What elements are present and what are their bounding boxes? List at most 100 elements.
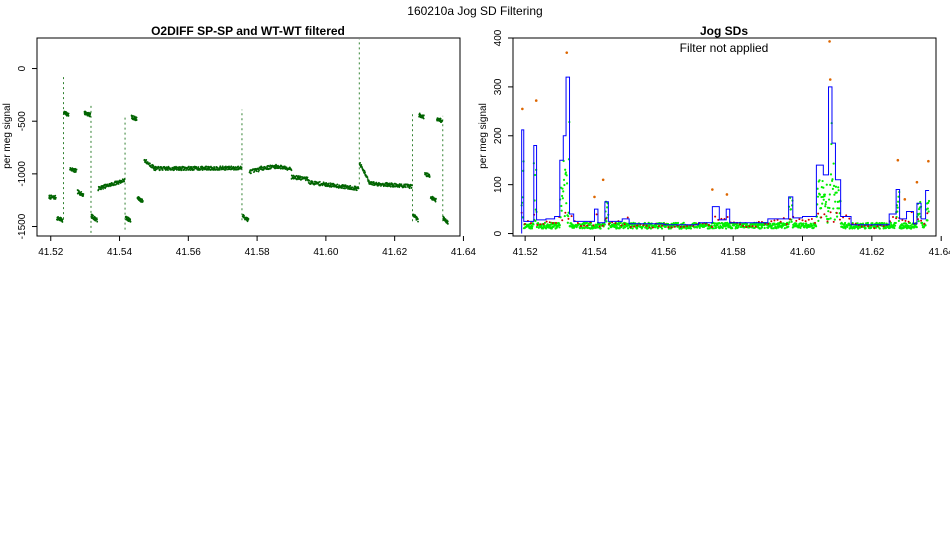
- chart-jog-sds-point: [734, 225, 738, 228]
- chart-o2diff-point: [102, 188, 105, 190]
- chart-jog-sds-point: [585, 221, 588, 224]
- chart-jog-sds-red-point: [567, 217, 570, 220]
- chart-jog-sds-red-point: [748, 225, 751, 228]
- chart-jog-sds-red-point: [773, 219, 776, 222]
- chart-jog-sds-point: [829, 183, 832, 187]
- chart-o2diff-plot-frame: [36, 37, 461, 237]
- chart-o2diff-point: [297, 175, 300, 177]
- chart-o2diff-point: [216, 166, 219, 169]
- chart-jog-sds-point: [724, 227, 728, 230]
- chart-o2diff-point: [357, 187, 360, 190]
- chart-o2diff-point: [54, 194, 57, 197]
- chart-jog-sds-point: [802, 222, 805, 225]
- chart-jog-sds-red-point: [636, 224, 639, 227]
- chart-jog-sds-point: [771, 227, 774, 230]
- chart-jog-sds-point: [816, 187, 819, 190]
- chart-o2diff-point: [96, 218, 98, 221]
- chart-jog-sds-point: [827, 198, 831, 201]
- chart-jog-sds-point: [558, 226, 561, 229]
- chart-jog-sds-point: [780, 226, 783, 229]
- chart-jog-sds-red-point: [739, 223, 742, 226]
- chart-jog-sds-red-point: [679, 225, 682, 228]
- chart-jog-sds-point: [623, 226, 627, 229]
- chart-o2diff-point: [422, 114, 425, 117]
- chart-jog-sds-red-point: [767, 222, 770, 225]
- chart-o2diff-point: [360, 163, 363, 166]
- chart-jog-sds-point: [712, 227, 715, 230]
- chart-jog-sds-point: [560, 209, 563, 212]
- chart-o2diff-point: [219, 165, 222, 168]
- chart-o2diff-point: [410, 187, 413, 189]
- chart-jog-sds-red-point: [901, 219, 904, 222]
- chart-jog-sds-red-point: [892, 215, 895, 218]
- chart-jog-sds-point: [926, 207, 929, 210]
- chart-o2diff-point: [253, 170, 256, 173]
- chart-jog-sds-point: [896, 210, 899, 213]
- chart-jog-sds-red-point: [670, 226, 673, 229]
- chart-jog-sds-point: [894, 221, 897, 225]
- chart-jog-sds-point: [562, 190, 565, 193]
- chart-jog-sds-point: [874, 226, 878, 229]
- chart-o2diff-point: [447, 222, 449, 225]
- chart-jog-sds-point: [871, 222, 874, 225]
- chart-jog-sds-red-point: [651, 226, 654, 229]
- chart-jog-sds-outlier-point: [903, 198, 907, 201]
- chart-jog-sds-point: [824, 205, 827, 208]
- chart-o2diff-point: [389, 183, 391, 186]
- chart-jog-sds-point: [567, 215, 570, 218]
- chart-jog-sds-red-point: [545, 220, 548, 223]
- chart-jog-sds-point: [924, 224, 927, 227]
- chart-jog-sds-point: [856, 222, 859, 225]
- chart-jog-sds-ytick-label: 200: [493, 127, 504, 144]
- chart-jog-sds-point: [775, 227, 778, 230]
- chart-o2diff-point: [205, 165, 208, 168]
- chart-jog-sds-plot-frame: [512, 37, 937, 237]
- chart-o2diff-point: [197, 166, 200, 168]
- chart-jog-sds-point: [713, 222, 717, 225]
- chart-jog-sds-point: [899, 225, 902, 228]
- chart-jog-sds-xtick-label: 41.62: [859, 247, 884, 258]
- chart-jog-sds-point: [828, 193, 831, 196]
- chart-jog-sds-point: [824, 200, 828, 204]
- chart-o2diff-xtick-label: 41.62: [382, 247, 407, 258]
- chart-o2diff-point: [142, 200, 144, 202]
- chart-jog-sds-point: [689, 227, 693, 230]
- chart-jog-sds-outlier-point: [521, 107, 524, 111]
- chart-o2diff-point: [57, 216, 60, 218]
- chart-jog-sds-point: [696, 226, 699, 229]
- chart-jog-sds-outlier-point: [601, 178, 605, 182]
- chart-o2diff-point: [306, 176, 309, 179]
- chart-jog-sds-point: [822, 186, 825, 189]
- chart-jog-sds-point: [676, 221, 680, 225]
- chart-jog-sds-red-point: [686, 224, 689, 227]
- chart-jog-sds-red-point: [926, 212, 929, 215]
- chart-jog-sds-outlier-point: [896, 158, 900, 162]
- chart-jog-sds-red-point: [829, 211, 832, 214]
- chart-o2diff-point: [180, 169, 183, 172]
- chart-jog-sds-point: [836, 207, 839, 210]
- chart-jog-sds-point: [660, 227, 664, 230]
- chart-jog-sds-point: [561, 194, 564, 198]
- chart-o2diff-point: [135, 119, 138, 121]
- chart-jog-sds-red-point: [551, 221, 554, 224]
- chart-o2diff-point: [82, 195, 85, 197]
- chart-jog-sds-point: [566, 221, 569, 224]
- chart-jog-sds: Jog SDs Filter not applied per meg signa…: [478, 24, 950, 258]
- chart-jog-sds-point: [599, 227, 602, 230]
- chart-jog-sds-red-point: [882, 225, 885, 228]
- chart-jog-sds-point: [543, 221, 547, 224]
- chart-o2diff-xtick-label: 41.60: [313, 247, 338, 258]
- chart-o2diff-point: [237, 165, 240, 168]
- chart-jog-sds-point: [532, 223, 535, 226]
- chart-jog-sds-red-point: [645, 224, 648, 227]
- chart-o2diff-point: [318, 180, 321, 183]
- chart-jog-sds-point: [889, 221, 892, 224]
- chart-jog-sds-point: [631, 227, 634, 230]
- chart-jog-sds-marks: [520, 40, 931, 234]
- chart-o2diff-point: [308, 179, 311, 182]
- chart-jog-sds-point: [834, 200, 837, 203]
- chart-jog-sds-point: [737, 225, 740, 229]
- chart-jog-sds-red-point: [717, 218, 720, 221]
- chart-jog-sds-point: [927, 199, 931, 203]
- chart-jog-sds-point: [603, 223, 606, 226]
